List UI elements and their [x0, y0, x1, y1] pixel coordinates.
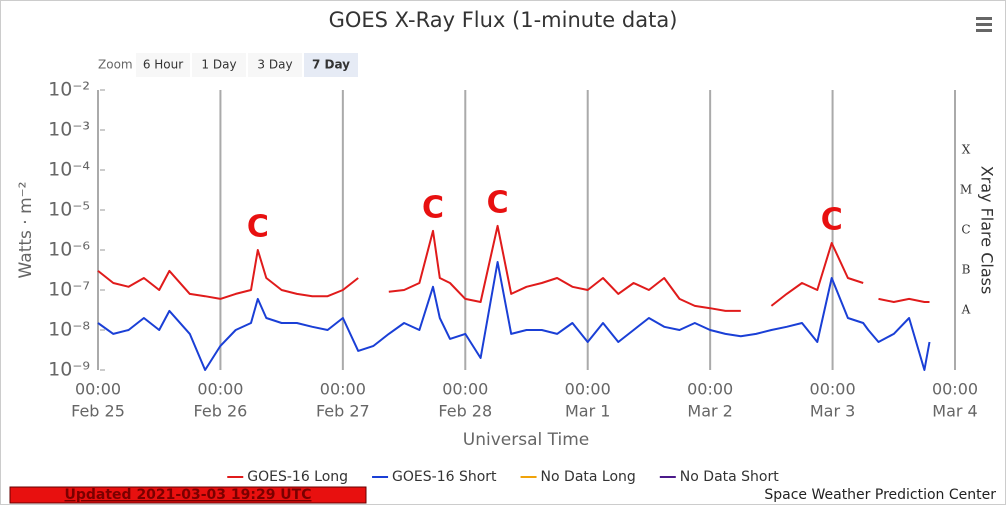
- menu-bar: [976, 17, 992, 20]
- x-tick-label: Mar 2: [687, 402, 732, 421]
- x-axis-title: Universal Time: [463, 430, 589, 450]
- flare-annotation: C: [487, 185, 509, 220]
- y-axis-title: Watts · m⁻²: [16, 182, 36, 279]
- x-tick-label: Mar 1: [565, 402, 610, 421]
- y2-tick-label: B: [962, 263, 971, 277]
- x-tick-label: 00:00: [320, 380, 366, 399]
- x-tick-label: 00:00: [687, 380, 733, 399]
- y2-axis-title: Xray Flare Class: [978, 166, 997, 295]
- legend-label: No Data Long: [541, 469, 636, 485]
- y-tick-label: 10⁻⁹: [48, 359, 90, 381]
- menu-bar: [976, 23, 992, 26]
- y2-tick-label: X: [962, 143, 971, 157]
- x-tick-label: 00:00: [932, 380, 978, 399]
- legend-item[interactable]: No Data Short: [659, 469, 779, 485]
- flare-annotation: C: [422, 190, 444, 225]
- zoom-button-bg: [192, 53, 246, 77]
- legend-label: GOES-16 Short: [392, 469, 497, 485]
- x-tick-label: 00:00: [442, 380, 488, 399]
- y2-tick-label: M: [960, 183, 972, 197]
- x-tick-label: Feb 25: [71, 402, 125, 421]
- series-line: [97, 224, 930, 312]
- series-line: [97, 261, 931, 371]
- zoom-button-bg: [248, 53, 302, 77]
- zoom-button[interactable]: 1 Day: [192, 53, 246, 77]
- flare-annotation: C: [821, 202, 843, 237]
- x-tick-label: 00:00: [197, 380, 243, 399]
- zoom-label: Zoom: [98, 58, 133, 72]
- x-tick-label: 00:00: [565, 380, 611, 399]
- y-tick-label: 10⁻⁴: [48, 159, 90, 181]
- x-tick-label: Mar 3: [810, 402, 855, 421]
- credit: Space Weather Prediction Center: [764, 487, 996, 503]
- updated-text: Updated 2021-03-03 19:29 UTC: [65, 487, 312, 503]
- y-tick-label: 10⁻⁸: [48, 319, 90, 341]
- x-tick-label: Feb 27: [316, 402, 370, 421]
- menu-button[interactable]: [976, 17, 992, 32]
- y2-tick-label: A: [961, 303, 971, 317]
- legend-label: GOES-16 Long: [247, 469, 348, 485]
- legend-label: No Data Short: [680, 469, 779, 485]
- y-tick-label: 10⁻⁶: [48, 239, 90, 261]
- updated-box: [9, 486, 367, 504]
- zoom-button[interactable]: 6 Hour: [136, 53, 190, 77]
- zoom-button-label: 7 Day: [312, 58, 350, 72]
- menu-bar: [976, 29, 992, 32]
- zoom-button-label: 3 Day: [257, 58, 292, 72]
- y-tick-label: 10⁻⁷: [48, 279, 90, 301]
- legend-item[interactable]: GOES-16 Short: [372, 469, 497, 485]
- zoom-button[interactable]: 3 Day: [248, 53, 302, 77]
- zoom-button-label: 6 Hour: [143, 58, 183, 72]
- y-tick-label: 10⁻⁵: [48, 199, 90, 221]
- x-tick-label: Mar 4: [932, 402, 977, 421]
- x-tick-label: 00:00: [75, 380, 121, 399]
- legend-item[interactable]: No Data Long: [520, 469, 636, 485]
- x-tick-label: 00:00: [810, 380, 856, 399]
- zoom-button-label: 1 Day: [201, 58, 236, 72]
- chart-title: GOES X-Ray Flux (1-minute data): [329, 8, 678, 32]
- y-tick-label: 10⁻³: [48, 119, 90, 141]
- legend-item[interactable]: GOES-16 Long: [227, 469, 348, 485]
- y-tick-label: 10⁻²: [48, 79, 90, 101]
- x-tick-label: Feb 26: [194, 402, 248, 421]
- zoom-button-bg: [136, 53, 190, 77]
- y2-tick-label: C: [961, 223, 970, 237]
- flare-annotation: C: [247, 210, 269, 245]
- zoom-button[interactable]: 7 Day: [304, 53, 358, 77]
- x-tick-label: Feb 28: [438, 402, 492, 421]
- zoom-button-bg: [304, 53, 358, 77]
